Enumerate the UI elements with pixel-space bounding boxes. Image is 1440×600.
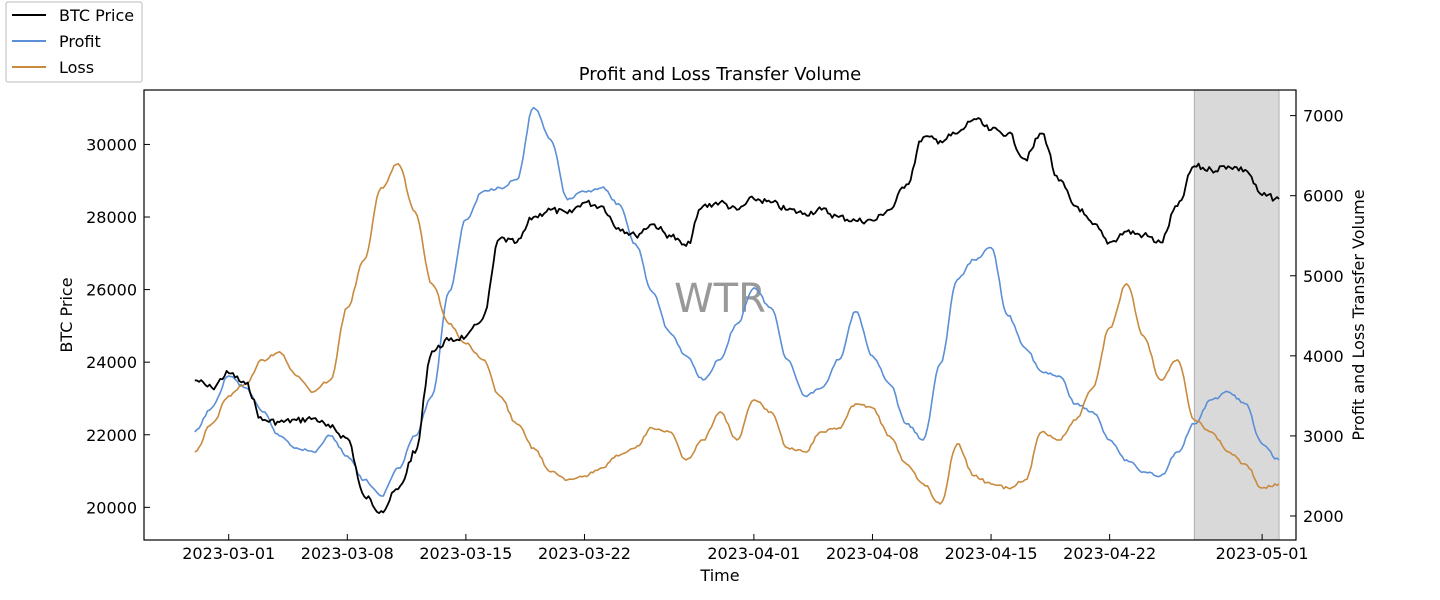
y-right-tick-label: 2000 [1303,507,1344,526]
legend-label: Profit [59,32,101,51]
series-line-btc-price [194,117,1280,514]
y-axis-left-title: BTC Price [57,277,76,352]
y-right-tick-label: 5000 [1303,267,1344,286]
x-tick-label: 2023-03-22 [538,544,631,563]
x-tick-label: 2023-04-22 [1063,544,1156,563]
highlight-region-layer [1193,89,1280,541]
watermark-text: WTR [674,276,766,322]
legend-label: BTC Price [59,6,134,25]
series-line-loss [194,162,1280,505]
y-right-tick-label: 6000 [1303,187,1344,206]
x-axis-title: Time [699,566,739,585]
y-left-tick-label: 24000 [86,353,137,372]
x-tick-label: 2023-03-01 [182,544,275,563]
y-left-tick-label: 22000 [86,426,137,445]
x-tick-label: 2023-04-01 [707,544,800,563]
plot-frame [143,89,1297,541]
y-left-tick-label: 28000 [86,208,137,227]
watermark: WTR [674,276,766,322]
x-tick-label: 2023-04-08 [826,544,919,563]
y-right-tick-label: 3000 [1303,427,1344,446]
y-axis-right-title: Profit and Loss Transfer Volume [1349,189,1368,440]
legend-box [5,1,143,83]
x-tick-label: 2023-03-08 [301,544,394,563]
y-left-tick-label: 30000 [86,135,137,154]
x-tick-label: 2023-04-15 [945,544,1038,563]
y-left-tick-label: 26000 [86,281,137,300]
series-line-profit [194,106,1280,497]
y-right-tick-label: 7000 [1303,107,1344,126]
legend: BTC Price Profit Loss [5,1,143,83]
series-layer [194,106,1280,514]
legend-label: Loss [59,58,94,77]
chart-title: Profit and Loss Transfer Volume [579,64,862,85]
y-left-tick-label: 20000 [86,498,137,517]
ticks-layer: 2023-03-01 2023-03-08 2023-03-15 2023-03-22… [86,107,1344,563]
highlight-region [1193,89,1280,541]
x-tick-label: 2023-05-01 [1216,544,1309,563]
x-tick-label: 2023-03-15 [419,544,512,563]
y-right-tick-label: 4000 [1303,347,1344,366]
